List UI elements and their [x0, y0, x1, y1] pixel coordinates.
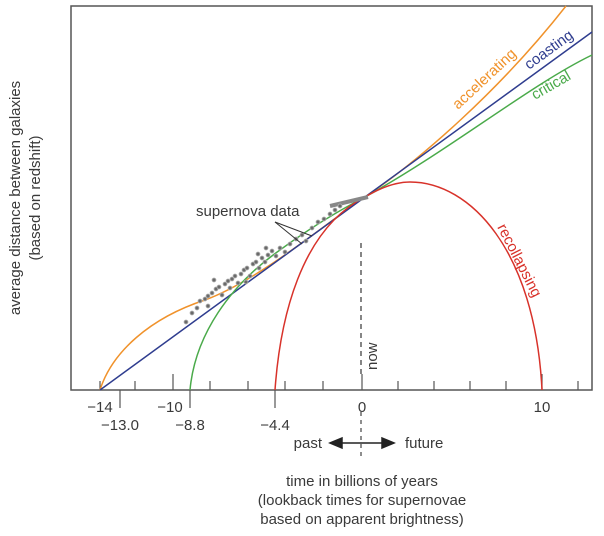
plot-frame — [70, 5, 593, 391]
x-axis-subtitle-1: (lookback times for supernovae — [258, 492, 466, 509]
tick-label-10: 10 — [534, 399, 551, 416]
tick-label-m88: −8.8 — [175, 417, 205, 434]
supernova-label: supernova data — [196, 203, 300, 220]
future-label: future — [405, 435, 443, 452]
recollapsing-label: recollapsing — [493, 221, 544, 300]
x-axis-ticks — [99, 374, 579, 390]
past-future-arrows — [328, 436, 396, 450]
y-axis-subtitle: (based on redshift) — [27, 135, 44, 260]
now-label: now — [364, 342, 381, 370]
x-axis-subtitle-2: based on apparent brightness) — [260, 511, 463, 528]
tick-label-m10: −10 — [157, 399, 182, 416]
accelerating-label: accelerating — [449, 45, 520, 113]
supernova-pointer — [274, 221, 313, 245]
recollapsing-curve — [274, 181, 543, 391]
start-time-ticks — [119, 390, 276, 408]
past-label: past — [294, 435, 323, 452]
coasting-curve — [99, 31, 593, 391]
tick-label-m14: −14 — [87, 399, 112, 416]
critical-curve — [189, 54, 593, 391]
x-axis-title: time in billions of years — [286, 473, 438, 490]
y-axis-title: average distance between galaxies — [7, 81, 24, 315]
supernova-data-points — [183, 195, 369, 325]
tick-label-0: 0 — [358, 399, 366, 416]
tick-label-m44: −4.4 — [260, 417, 290, 434]
tick-label-m13: −13.0 — [101, 417, 139, 434]
